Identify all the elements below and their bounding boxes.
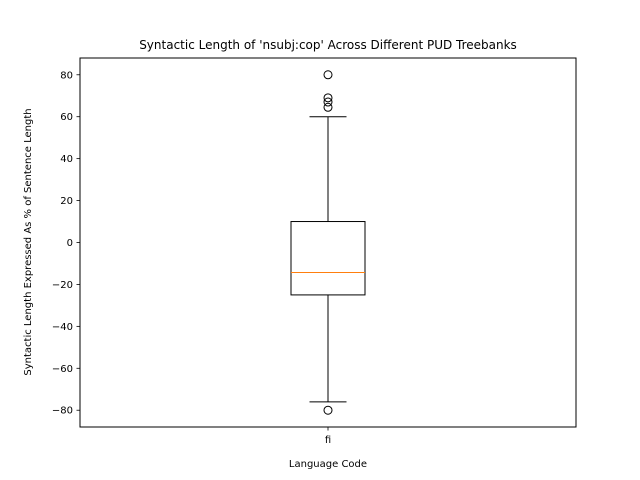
y-axis-ticks: −80 −60 −40 −20 0 20 40 60 80 — [52, 70, 80, 417]
y-tick-label: −40 — [52, 322, 73, 333]
outlier-point — [323, 102, 333, 112]
outlier-point — [323, 405, 333, 415]
y-tick-label: 60 — [60, 112, 73, 123]
y-tick-label: −60 — [52, 364, 73, 375]
y-tick-label: 0 — [67, 238, 73, 249]
outlier-point — [323, 93, 333, 103]
chart-title: Syntactic Length of 'nsubj:cop' Across D… — [139, 38, 517, 52]
outlier-point — [323, 97, 333, 107]
x-axis-label: Language Code — [289, 459, 367, 470]
y-axis-label: Syntactic Length Expressed As % of Sente… — [23, 108, 34, 375]
x-axis-ticks: fi — [325, 427, 331, 446]
y-tick-label: 20 — [60, 196, 73, 207]
y-tick-label: 40 — [60, 154, 73, 165]
x-tick-label: fi — [325, 435, 331, 446]
y-tick-label: −20 — [52, 280, 73, 291]
y-tick-label: −80 — [52, 406, 73, 417]
y-tick-label: 80 — [60, 70, 73, 81]
outlier-point — [323, 70, 333, 80]
plot-area — [290, 70, 366, 415]
iqr-box — [290, 221, 366, 296]
